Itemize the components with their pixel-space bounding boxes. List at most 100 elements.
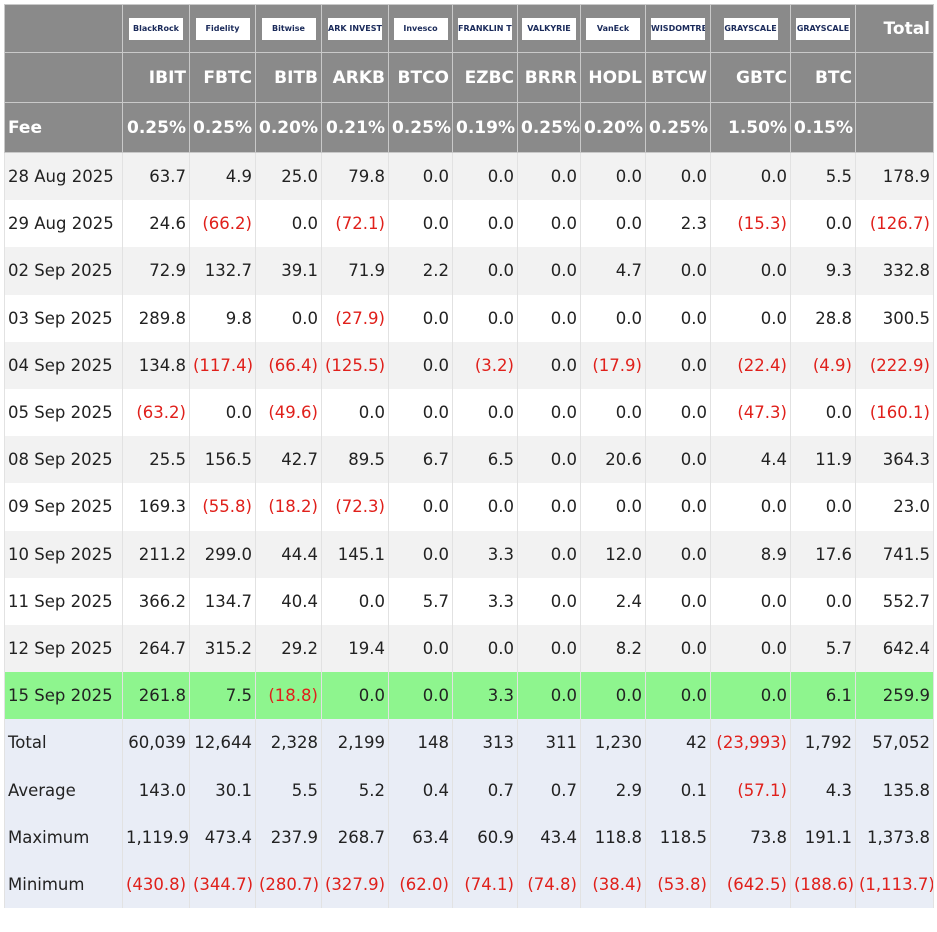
value-cell: 134.8 — [122, 341, 190, 389]
value-cell: 0.0 — [255, 200, 322, 248]
value-cell: 2.2 — [388, 247, 453, 295]
value-cell: (1,113.7) — [855, 860, 934, 908]
table-header: BlackRock Fidelity Bitwise ARK INVEST Invesc… — [4, 4, 934, 153]
value-cell: (23,993) — [710, 719, 791, 767]
logo-cell: ARK INVEST — [321, 4, 389, 53]
value-cell: 118.8 — [580, 813, 646, 861]
value-cell: 132.7 — [189, 247, 256, 295]
row-label: 02 Sep 2025 — [4, 247, 123, 295]
value-cell: (280.7) — [255, 860, 322, 908]
value-cell: 0.0 — [580, 200, 646, 248]
value-cell: 289.8 — [122, 294, 190, 342]
value-cell: 0.0 — [388, 672, 453, 720]
value-cell: 0.0 — [517, 294, 581, 342]
value-cell: 0.0 — [189, 388, 256, 437]
value-cell: 0.0 — [645, 247, 711, 295]
fee: 0.25% — [645, 102, 711, 153]
value-cell: (188.6) — [790, 860, 856, 908]
value-cell: 0.7 — [452, 766, 518, 814]
value-cell: 0.0 — [790, 200, 856, 248]
value-cell: 7.5 — [189, 672, 256, 720]
logo-cell: VALKYRIE — [517, 4, 581, 53]
row-label: 12 Sep 2025 — [4, 624, 123, 673]
value-cell: (63.2) — [122, 388, 190, 437]
value-cell: 299.0 — [189, 530, 256, 578]
value-cell: (66.4) — [255, 341, 322, 389]
value-cell: 364.3 — [855, 436, 934, 484]
value-cell: (4.9) — [790, 341, 856, 389]
ticker: IBIT — [122, 52, 190, 103]
value-cell: 63.4 — [388, 813, 453, 861]
value-cell: (117.4) — [189, 341, 256, 389]
value-cell: (126.7) — [855, 200, 934, 248]
fee-row: Fee 0.25% 0.25% 0.20% 0.21% 0.25% 0.19% 0.25% 0.… — [4, 102, 934, 153]
ticker: HODL — [580, 52, 646, 103]
value-cell: 89.5 — [321, 436, 389, 484]
fee: 0.15% — [790, 102, 856, 153]
value-cell: 0.0 — [790, 577, 856, 625]
etf-flow-table: BlackRock Fidelity Bitwise ARK INVEST Invesc… — [4, 4, 934, 908]
fee: 0.20% — [580, 102, 646, 153]
value-cell: 264.7 — [122, 624, 190, 673]
value-cell: 473.4 — [189, 813, 256, 861]
value-cell: 6.5 — [452, 436, 518, 484]
row-label: 29 Aug 2025 — [4, 200, 123, 248]
value-cell: 0.0 — [645, 294, 711, 342]
value-cell: 40.4 — [255, 577, 322, 625]
value-cell: (72.3) — [321, 483, 389, 531]
value-cell: 44.4 — [255, 530, 322, 578]
logo-cell: Bitwise — [255, 4, 322, 53]
value-cell: 145.1 — [321, 530, 389, 578]
value-cell: 42.7 — [255, 436, 322, 484]
value-cell: 261.8 — [122, 672, 190, 720]
value-cell: 12,644 — [189, 719, 256, 767]
value-cell: (74.8) — [517, 860, 581, 908]
value-cell: 0.0 — [517, 624, 581, 673]
row-label: 15 Sep 2025 — [4, 672, 123, 720]
value-cell: 0.0 — [645, 388, 711, 437]
value-cell: 20.6 — [580, 436, 646, 484]
value-cell: 0.0 — [710, 483, 791, 531]
row-label: 11 Sep 2025 — [4, 577, 123, 625]
value-cell: 211.2 — [122, 530, 190, 578]
value-cell: 313 — [452, 719, 518, 767]
table-row: 10 Sep 2025 211.2 299.0 44.4 145.1 0.0 3.3 0.0 1… — [4, 530, 934, 578]
value-cell: 0.0 — [517, 247, 581, 295]
value-cell: 191.1 — [790, 813, 856, 861]
value-cell: 0.0 — [645, 341, 711, 389]
total-header: Total — [855, 4, 934, 53]
value-cell: 63.7 — [122, 152, 190, 201]
value-cell: 60.9 — [452, 813, 518, 861]
value-cell: 23.0 — [855, 483, 934, 531]
fund-logo: GRAYSCALE — [796, 17, 850, 40]
value-cell: 6.1 — [790, 672, 856, 720]
value-cell: 642.4 — [855, 624, 934, 673]
value-cell: 0.7 — [517, 766, 581, 814]
row-label: 04 Sep 2025 — [4, 341, 123, 389]
value-cell: 268.7 — [321, 813, 389, 861]
value-cell: 0.0 — [710, 247, 791, 295]
table-body: 28 Aug 2025 63.7 4.9 25.0 79.8 0.0 0.0 0.0 0.0 0.… — [4, 152, 934, 908]
value-cell: 1,119.9 — [122, 813, 190, 861]
value-cell: 5.2 — [321, 766, 389, 814]
value-cell: 2,199 — [321, 719, 389, 767]
value-cell: 332.8 — [855, 247, 934, 295]
value-cell: 0.0 — [790, 483, 856, 531]
value-cell: (47.3) — [710, 388, 791, 437]
value-cell: (49.6) — [255, 388, 322, 437]
table-row: Total 60,039 12,644 2,328 2,199 148 313 311 1,23… — [4, 719, 934, 767]
value-cell: (222.9) — [855, 341, 934, 389]
value-cell: 0.0 — [710, 294, 791, 342]
fund-logo: FRANKLIN TEMPLETON — [458, 17, 512, 40]
table-row: 11 Sep 2025 366.2 134.7 40.4 0.0 5.7 3.3 0.0 2.4… — [4, 577, 934, 625]
value-cell: (38.4) — [580, 860, 646, 908]
value-cell: (53.8) — [645, 860, 711, 908]
value-cell: 0.0 — [645, 152, 711, 201]
value-cell: 1,373.8 — [855, 813, 934, 861]
value-cell: 12.0 — [580, 530, 646, 578]
logo-cell: WISDOMTREE — [645, 4, 711, 53]
value-cell: 0.0 — [790, 388, 856, 437]
row-label: 09 Sep 2025 — [4, 483, 123, 531]
logo-cell: Invesco — [388, 4, 453, 53]
value-cell: 0.0 — [517, 388, 581, 437]
